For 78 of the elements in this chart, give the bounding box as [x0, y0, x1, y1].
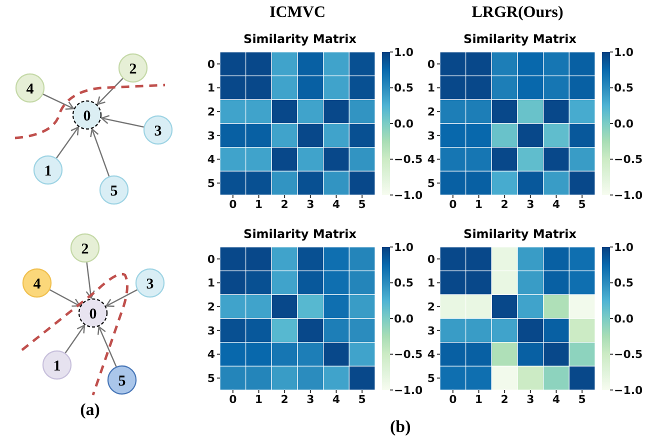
- color-bar-label: 0.5: [614, 82, 634, 95]
- y-tick-label: 3: [427, 129, 435, 142]
- x-tick-label: 3: [306, 392, 314, 406]
- y-tick-label: 4: [207, 153, 216, 166]
- color-bar-label: −1.0: [614, 384, 644, 397]
- y-tick-label: 0: [207, 252, 216, 266]
- x-tick-label: 1: [474, 198, 483, 211]
- x-tick-label: 3: [526, 392, 534, 406]
- color-bar-label: 1.0: [394, 240, 414, 254]
- network-diagram: 4 2 0 3 1 5: [14, 53, 173, 205]
- y-tick-label: 3: [427, 324, 435, 338]
- color-bar-label: 1.0: [394, 46, 414, 59]
- color-bar-label: 0.0: [614, 117, 634, 130]
- color-bar-label: 0.0: [394, 117, 414, 130]
- x-tick-label: 3: [526, 198, 534, 211]
- y-tick-label: 1: [207, 276, 215, 290]
- y-tick-label: 0: [207, 58, 216, 71]
- x-tick-label: 2: [500, 392, 508, 406]
- network-diagram: 2 4 0 3 1 5: [21, 233, 165, 396]
- x-tick-label: 2: [280, 198, 288, 211]
- x-tick-label: 1: [254, 392, 263, 406]
- y-tick-label: 2: [207, 105, 215, 118]
- x-tick-label: 0: [449, 198, 458, 211]
- color-bar-label: −0.5: [394, 348, 423, 362]
- x-tick-label: 2: [280, 392, 288, 406]
- y-tick-label: 3: [207, 129, 215, 142]
- color-bar-label: 0.0: [394, 312, 414, 326]
- x-tick-label: 5: [358, 198, 366, 211]
- color-bar-label: −0.5: [614, 348, 643, 362]
- text: (a): [80, 400, 100, 419]
- color-bar-label: −0.5: [394, 153, 423, 166]
- y-tick-label: 2: [207, 300, 215, 314]
- x-tick-label: 5: [358, 392, 366, 406]
- x-tick-label: 3: [306, 198, 314, 211]
- x-tick-label: 4: [552, 198, 560, 211]
- chart-subtitle: LRGR(Ours): [470, 4, 564, 22]
- y-tick-label: 5: [207, 372, 215, 385]
- y-tick-label: 5: [427, 176, 435, 190]
- color-bar-label: 1.0: [614, 240, 634, 254]
- x-tick-label: 4: [332, 392, 340, 406]
- color-bar-label: −1.0: [394, 384, 424, 397]
- color-bar-label: 0.0: [614, 312, 634, 326]
- x-tick-label: 0: [449, 392, 458, 406]
- y-tick-label: 0: [427, 252, 436, 266]
- x-tick-label: 5: [578, 392, 586, 406]
- y-tick-label: 1: [427, 276, 435, 290]
- color-bar-label: 0.5: [394, 276, 414, 290]
- chart-subtitle: ICMVC: [268, 4, 326, 22]
- y-tick-label: 3: [207, 324, 215, 338]
- x-tick-label: 1: [254, 198, 263, 211]
- color-bar-label: 1.0: [614, 46, 634, 59]
- x-tick-label: 4: [552, 392, 560, 406]
- chart-title: Similarity Matrix: [462, 32, 578, 46]
- chart-title: Similarity Matrix: [242, 227, 358, 241]
- color-bar-label: 0.5: [394, 82, 414, 95]
- y-tick-label: 4: [207, 348, 216, 362]
- chart-title: Similarity Matrix: [242, 32, 358, 46]
- x-tick-label: 2: [500, 198, 508, 211]
- y-tick-label: 4: [427, 348, 436, 362]
- y-tick-label: 2: [427, 105, 435, 118]
- y-tick-label: 5: [427, 372, 435, 385]
- y-tick-label: 5: [207, 176, 215, 190]
- y-tick-label: 2: [427, 300, 435, 314]
- y-tick-label: 4: [427, 153, 436, 166]
- text: (b): [390, 417, 411, 437]
- x-tick-label: 0: [229, 198, 238, 211]
- color-bar-label: −1.0: [394, 188, 424, 202]
- y-tick-label: 0: [427, 58, 436, 71]
- color-bar-label: 0.5: [614, 276, 634, 290]
- x-tick-label: 5: [578, 198, 586, 211]
- x-tick-label: 4: [332, 198, 340, 211]
- x-tick-label: 0: [229, 392, 238, 406]
- x-tick-label: 1: [474, 392, 483, 406]
- color-bar-label: −1.0: [614, 188, 644, 202]
- color-bar-label: −0.5: [614, 153, 643, 166]
- chart-title: Similarity Matrix: [462, 227, 578, 241]
- y-tick-label: 1: [207, 82, 215, 95]
- y-tick-label: 1: [427, 82, 435, 95]
